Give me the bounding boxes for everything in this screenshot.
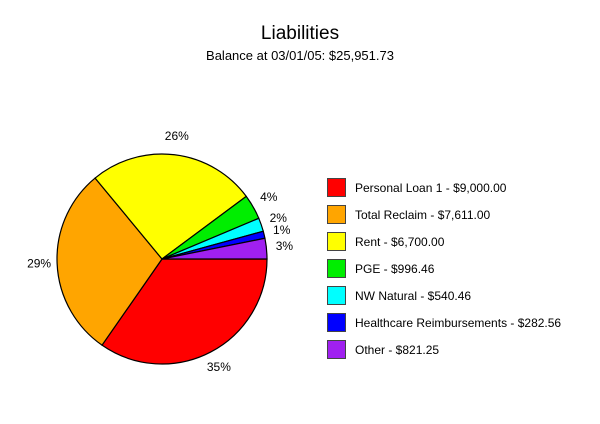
legend-item: NW Natural - $540.46 — [327, 285, 561, 306]
legend-swatch — [327, 286, 346, 305]
chart-title: Liabilities — [260, 23, 340, 44]
pie-slice-total-reclaim — [56, 177, 163, 347]
pie-percent-label: 26% — [165, 129, 189, 143]
pie-slice-rent — [94, 153, 248, 260]
legend-item: Other - $821.25 — [327, 339, 561, 360]
pie-percent-label: 4% — [260, 190, 278, 204]
legend-label: Rent - $6,700.00 — [355, 234, 445, 249]
legend-swatch — [327, 259, 346, 278]
legend-item: Personal Loan 1 - $9,000.00 — [327, 177, 561, 198]
legend-swatch — [327, 313, 346, 332]
legend-item: Total Reclaim - $7,611.00 — [327, 204, 561, 225]
pie-slice-other — [161, 237, 268, 260]
pie-percent-label: 3% — [276, 239, 294, 253]
pie-percent-label: 35% — [207, 360, 231, 374]
pie-percent-label: 1% — [273, 223, 291, 237]
pie-percent-label: 29% — [27, 256, 51, 270]
legend-label: Healthcare Reimbursements - $282.56 — [355, 315, 562, 330]
legend-swatch — [327, 232, 346, 251]
pie-slice-personal-loan-1 — [101, 258, 268, 365]
pie-percent-label: 2% — [270, 211, 288, 225]
chart-subtitle: Balance at 03/01/05: $25,951.73 — [206, 48, 394, 63]
legend-item: Healthcare Reimbursements - $282.56 — [327, 312, 561, 333]
legend: Personal Loan 1 - $9,000.00 Total Reclai… — [327, 177, 561, 366]
legend-item: PGE - $996.46 — [327, 258, 561, 279]
legend-item: Rent - $6,700.00 — [327, 231, 561, 252]
legend-label: NW Natural - $540.46 — [355, 288, 472, 303]
legend-swatch — [327, 340, 346, 359]
legend-label: Personal Loan 1 - $9,000.00 — [355, 180, 507, 195]
legend-label: Total Reclaim - $7,611.00 — [355, 207, 491, 222]
legend-swatch — [327, 205, 346, 224]
legend-label: PGE - $996.46 — [355, 261, 435, 276]
legend-label: Other - $821.25 — [355, 342, 440, 357]
legend-swatch — [327, 178, 346, 197]
